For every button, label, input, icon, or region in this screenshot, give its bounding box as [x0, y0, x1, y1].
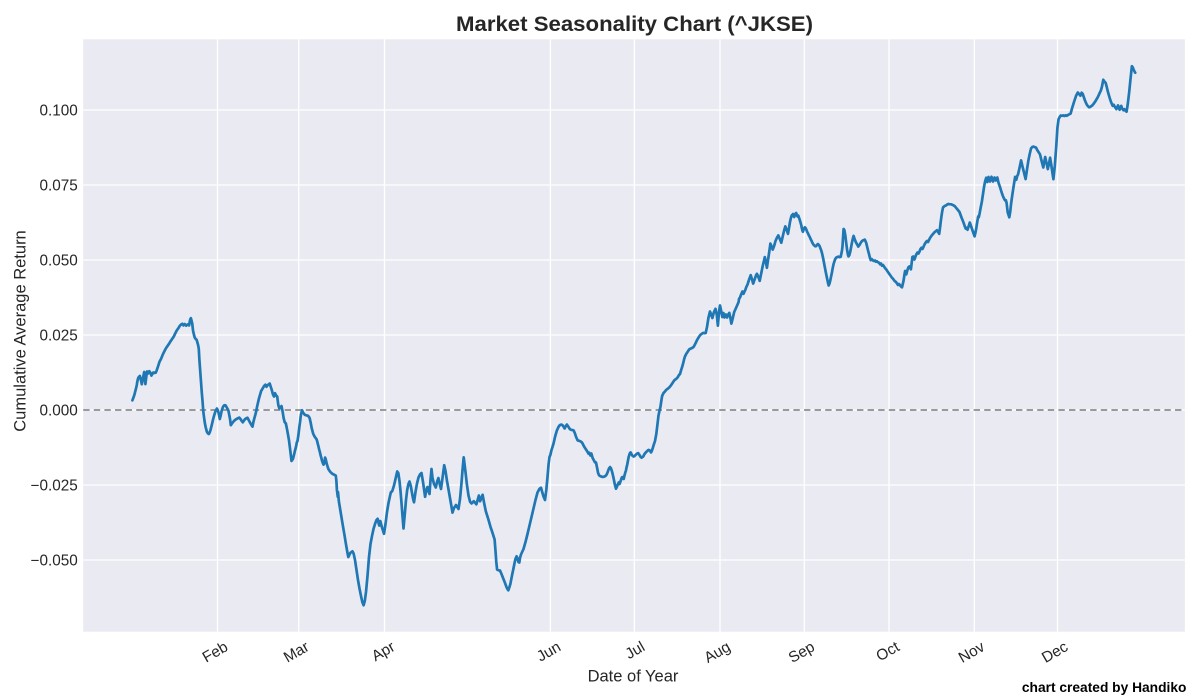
svg-text:0.100: 0.100: [40, 102, 78, 119]
svg-text:Date of Year: Date of Year: [588, 668, 679, 686]
svg-text:Mar: Mar: [281, 638, 312, 666]
svg-text:Dec: Dec: [1039, 638, 1071, 666]
svg-text:Cumulative Average Return: Cumulative Average Return: [12, 230, 30, 431]
svg-text:Aug: Aug: [701, 638, 733, 666]
svg-text:0.025: 0.025: [40, 327, 78, 344]
svg-text:−0.050: −0.050: [31, 552, 78, 569]
svg-text:Market Seasonality Chart (^JKS: Market Seasonality Chart (^JKSE): [456, 12, 813, 36]
svg-text:Nov: Nov: [956, 638, 988, 666]
svg-text:0.075: 0.075: [40, 177, 78, 194]
svg-text:0.050: 0.050: [40, 252, 78, 269]
svg-text:Jul: Jul: [622, 638, 647, 663]
svg-text:Sep: Sep: [786, 638, 818, 666]
svg-text:chart created by Handiko: chart created by Handiko: [1022, 679, 1187, 695]
svg-text:Feb: Feb: [200, 638, 231, 666]
svg-text:Jun: Jun: [534, 638, 564, 665]
svg-text:0.000: 0.000: [40, 402, 78, 419]
svg-text:Apr: Apr: [369, 638, 398, 665]
svg-text:Oct: Oct: [873, 638, 903, 665]
svg-text:−0.025: −0.025: [31, 477, 78, 494]
